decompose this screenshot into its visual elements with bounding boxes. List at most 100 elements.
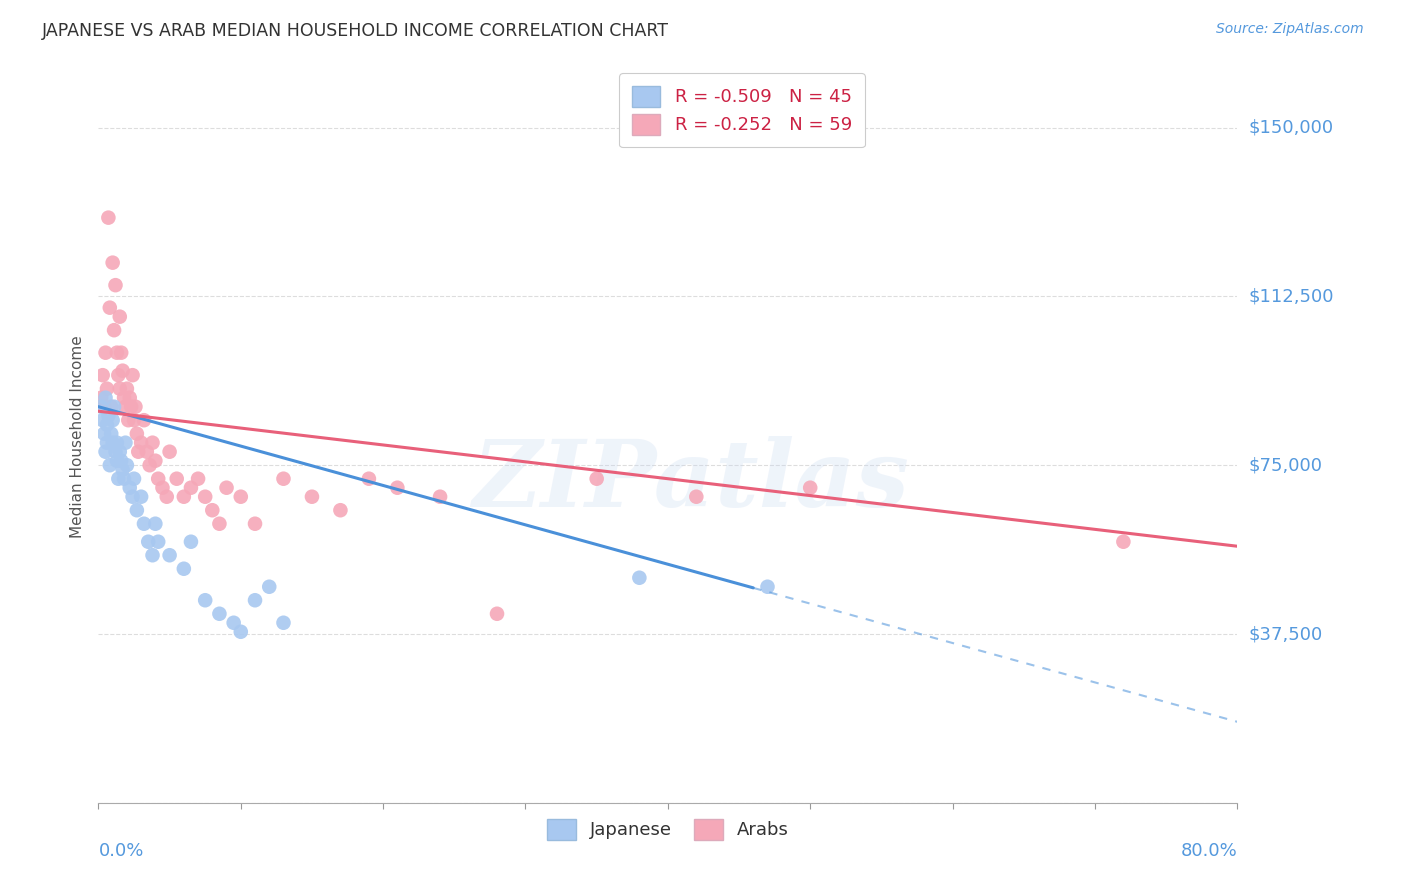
Point: [120, 400, 142, 414]
Text: ZIPatlas: ZIPatlas: [472, 436, 910, 526]
Point: [156, 490, 179, 504]
Point: [111, 364, 134, 378]
Point: [180, 534, 202, 549]
Point: [122, 413, 145, 427]
Text: JAPANESE VS ARAB MEDIAN HOUSEHOLD INCOME CORRELATION CHART: JAPANESE VS ARAB MEDIAN HOUSEHOLD INCOME…: [42, 22, 669, 40]
Point: [229, 624, 252, 639]
Point: [208, 607, 231, 621]
Point: [101, 255, 124, 269]
Point: [148, 472, 170, 486]
Point: [243, 593, 266, 607]
Point: [180, 481, 202, 495]
Point: [111, 463, 134, 477]
Point: [110, 345, 132, 359]
Legend: Japanese, Arabs: Japanese, Arabs: [537, 810, 799, 848]
Point: [685, 490, 707, 504]
Point: [103, 323, 125, 337]
Point: [301, 490, 323, 504]
Point: [101, 413, 124, 427]
Point: [273, 472, 295, 486]
Point: [585, 472, 607, 486]
Point: [201, 503, 224, 517]
Point: [105, 453, 128, 467]
Point: [159, 548, 181, 562]
Point: [121, 368, 143, 383]
Point: [138, 458, 160, 473]
Point: [96, 435, 118, 450]
Point: [135, 444, 157, 458]
Point: [229, 490, 252, 504]
Point: [243, 516, 266, 531]
Point: [118, 481, 141, 495]
Point: [173, 490, 195, 504]
Point: [129, 435, 152, 450]
Y-axis label: Median Household Income: Median Household Income: [70, 335, 86, 539]
Point: [148, 534, 170, 549]
Point: [101, 435, 124, 450]
Point: [93, 400, 115, 414]
Point: [108, 444, 131, 458]
Point: [114, 400, 136, 414]
Point: [115, 382, 138, 396]
Point: [127, 444, 149, 458]
Point: [90, 400, 112, 414]
Point: [118, 391, 141, 405]
Point: [329, 503, 352, 517]
Point: [357, 472, 380, 486]
Point: [117, 413, 139, 427]
Point: [194, 593, 217, 607]
Point: [152, 481, 174, 495]
Point: [114, 435, 136, 450]
Point: [273, 615, 295, 630]
Point: [104, 444, 127, 458]
Point: [91, 368, 114, 383]
Point: [94, 391, 117, 405]
Point: [215, 481, 238, 495]
Point: [145, 516, 167, 531]
Point: [108, 382, 131, 396]
Point: [97, 211, 120, 225]
Point: [166, 472, 188, 486]
Point: [136, 534, 159, 549]
Point: [112, 472, 135, 486]
Point: [100, 400, 122, 414]
Point: [90, 391, 112, 405]
Point: [429, 490, 451, 504]
Point: [208, 516, 231, 531]
Point: [756, 580, 779, 594]
Point: [112, 391, 135, 405]
Point: [159, 444, 181, 458]
Point: [145, 453, 167, 467]
Point: [387, 481, 409, 495]
Point: [105, 345, 128, 359]
Point: [132, 413, 155, 427]
Text: $150,000: $150,000: [1249, 119, 1333, 136]
Point: [103, 400, 125, 414]
Point: [1112, 534, 1135, 549]
Text: 80.0%: 80.0%: [1181, 842, 1237, 860]
Point: [100, 426, 122, 441]
Point: [125, 426, 148, 441]
Point: [121, 490, 143, 504]
Point: [628, 571, 651, 585]
Point: [91, 413, 114, 427]
Point: [129, 490, 152, 504]
Point: [124, 400, 146, 414]
Point: [110, 453, 132, 467]
Point: [194, 490, 217, 504]
Point: [96, 417, 118, 432]
Point: [94, 345, 117, 359]
Point: [105, 435, 128, 450]
Point: [122, 472, 145, 486]
Point: [93, 426, 115, 441]
Point: [132, 516, 155, 531]
Text: 0.0%: 0.0%: [98, 842, 143, 860]
Point: [96, 382, 118, 396]
Point: [98, 458, 121, 473]
Point: [125, 503, 148, 517]
Point: [115, 458, 138, 473]
Point: [108, 310, 131, 324]
Point: [187, 472, 209, 486]
Point: [107, 472, 129, 486]
Point: [94, 444, 117, 458]
